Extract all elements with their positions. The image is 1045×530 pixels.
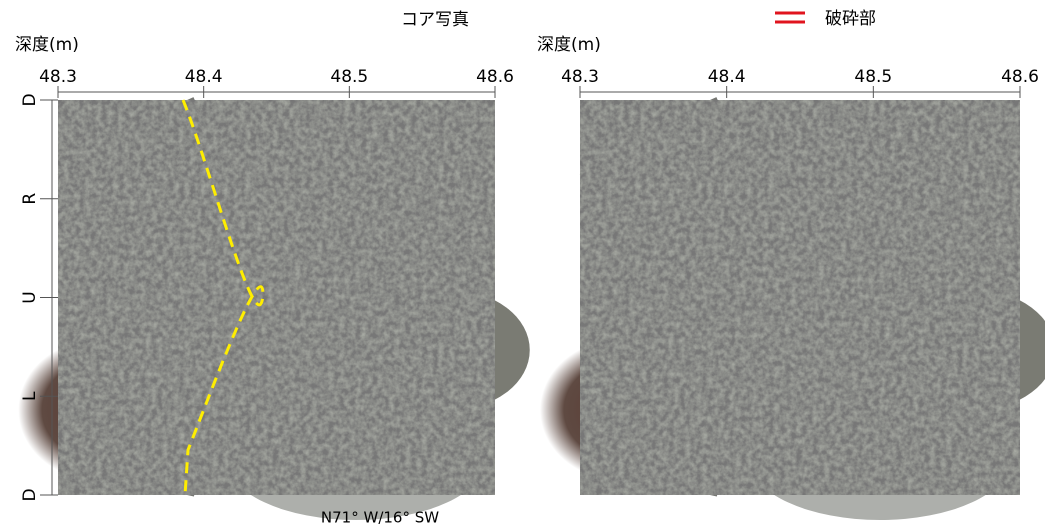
axis-label: 深度(m) (537, 35, 601, 55)
x-tick-label: 48.5 (330, 67, 368, 87)
core-photo (18, 100, 529, 520)
legend-label: 破砕部 (825, 9, 876, 29)
x-tick-label: 48.4 (708, 67, 746, 87)
figure: コア写真 破砕部 深度(m) 48.3 48.4 48.5 48.6 D R U L D N71° … (0, 0, 1045, 530)
x-tick-label: 48.6 (1001, 67, 1039, 87)
core-photo (540, 100, 1045, 520)
y-tick-label: R (20, 193, 40, 205)
x-tick-label: 48.3 (561, 67, 599, 87)
y-tick-label: L (20, 391, 40, 401)
x-tick-label: 48.3 (39, 67, 77, 87)
x-tick-label: 48.5 (854, 67, 892, 87)
title: コア写真 (401, 10, 469, 30)
x-tick-label: 48.4 (185, 67, 223, 87)
axis-label: 深度(m) (15, 35, 79, 55)
y-tick-label: D (20, 488, 40, 501)
annotation: N71° W/16° SW (321, 509, 439, 527)
y-tick-label: U (20, 291, 40, 303)
y-tick-label: D (20, 93, 40, 106)
x-tick-label: 48.6 (476, 67, 514, 87)
